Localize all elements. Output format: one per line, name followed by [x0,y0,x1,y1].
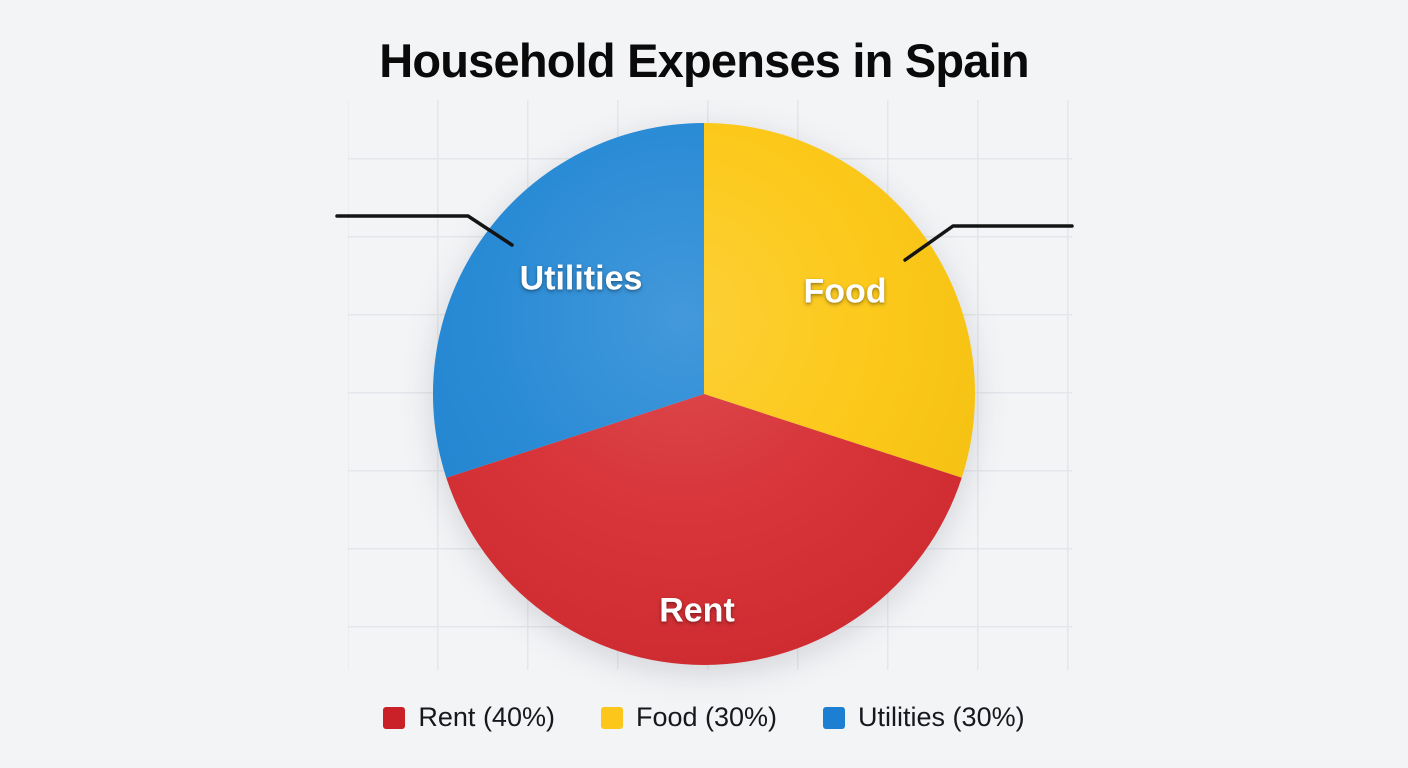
legend-label-food: Food (30%) [635,702,778,732]
legend-swatch-rent [383,706,406,729]
pie-slice-utilities [432,123,704,478]
legend-item-food: Food (30%) [600,702,778,733]
legend-item-rent: Rent (40%) [383,702,555,733]
legend-swatch-utilities [823,706,846,729]
pie-slice-rent [446,394,962,666]
slice-label-utilities: Utilities [519,259,643,298]
legend: Rent (40%) Food (30%) Utilities (30%) [0,702,1408,733]
slice-label-food: Food [803,272,887,311]
legend-item-utilities: Utilities (30%) [823,702,1025,733]
chart-title: Household Expenses in Spain [379,34,1029,87]
pie-slice-food [704,123,976,478]
legend-swatch-food [600,706,623,729]
slice-label-rent: Rent [659,591,735,630]
legend-label-utilities: Utilities (30%) [858,702,1025,732]
legend-label-rent: Rent (40%) [418,702,555,732]
pie-chart [432,123,976,666]
